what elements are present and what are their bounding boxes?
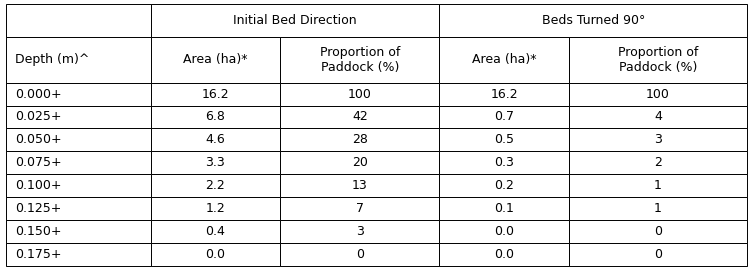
- Text: 0.025+: 0.025+: [15, 110, 62, 123]
- Bar: [6, 83, 151, 106]
- Bar: [151, 106, 280, 129]
- Text: 0: 0: [356, 248, 364, 261]
- Text: Proportion of
Paddock (%): Proportion of Paddock (%): [319, 46, 400, 74]
- Bar: [280, 174, 440, 197]
- Text: 0.125+: 0.125+: [15, 202, 62, 215]
- Bar: [280, 220, 440, 243]
- Text: Proportion of
Paddock (%): Proportion of Paddock (%): [618, 46, 698, 74]
- Bar: [440, 151, 569, 174]
- Text: 0.2: 0.2: [495, 179, 514, 192]
- Text: 16.2: 16.2: [490, 87, 518, 101]
- Bar: [6, 174, 151, 197]
- Bar: [280, 129, 440, 151]
- Bar: [151, 174, 280, 197]
- Bar: [440, 83, 569, 106]
- Bar: [6, 243, 151, 266]
- Bar: [569, 174, 747, 197]
- Text: 100: 100: [646, 87, 670, 101]
- Text: 0.0: 0.0: [494, 248, 514, 261]
- Bar: [569, 83, 747, 106]
- Text: 3.3: 3.3: [206, 156, 225, 169]
- Bar: [569, 106, 747, 129]
- Text: 16.2: 16.2: [202, 87, 229, 101]
- Bar: [440, 243, 569, 266]
- Text: 0.075+: 0.075+: [15, 156, 62, 169]
- Bar: [151, 243, 280, 266]
- Text: 1.2: 1.2: [206, 202, 225, 215]
- Text: 0.1: 0.1: [495, 202, 514, 215]
- Text: 0.5: 0.5: [494, 133, 514, 146]
- Bar: [440, 197, 569, 220]
- Bar: [280, 37, 440, 83]
- Text: 0.000+: 0.000+: [15, 87, 62, 101]
- Bar: [440, 106, 569, 129]
- Text: 2: 2: [654, 156, 662, 169]
- Text: 4.6: 4.6: [206, 133, 225, 146]
- Bar: [280, 197, 440, 220]
- Bar: [6, 106, 151, 129]
- Text: 0.0: 0.0: [494, 225, 514, 238]
- Text: Depth (m)^: Depth (m)^: [15, 53, 90, 66]
- Text: Initial Bed Direction: Initial Bed Direction: [233, 14, 357, 27]
- Text: 3: 3: [356, 225, 364, 238]
- Bar: [6, 197, 151, 220]
- Bar: [6, 220, 151, 243]
- Bar: [151, 4, 440, 37]
- Bar: [569, 37, 747, 83]
- Bar: [151, 37, 280, 83]
- Text: 7: 7: [356, 202, 364, 215]
- Text: 28: 28: [352, 133, 367, 146]
- Bar: [569, 220, 747, 243]
- Text: 20: 20: [352, 156, 367, 169]
- Text: 4: 4: [654, 110, 662, 123]
- Bar: [151, 220, 280, 243]
- Text: 0.7: 0.7: [494, 110, 514, 123]
- Text: 0.4: 0.4: [206, 225, 225, 238]
- Text: 2.2: 2.2: [206, 179, 225, 192]
- Bar: [6, 151, 151, 174]
- Bar: [569, 243, 747, 266]
- Bar: [440, 129, 569, 151]
- Bar: [569, 129, 747, 151]
- Text: Beds Turned 90°: Beds Turned 90°: [541, 14, 645, 27]
- Text: 6.8: 6.8: [206, 110, 225, 123]
- Bar: [440, 37, 569, 83]
- Bar: [569, 151, 747, 174]
- Bar: [151, 197, 280, 220]
- Bar: [6, 129, 151, 151]
- Bar: [151, 129, 280, 151]
- Text: 13: 13: [352, 179, 367, 192]
- Bar: [569, 197, 747, 220]
- Text: 0: 0: [654, 248, 662, 261]
- Text: 0.175+: 0.175+: [15, 248, 62, 261]
- Text: 42: 42: [352, 110, 367, 123]
- Bar: [151, 83, 280, 106]
- Text: 0.050+: 0.050+: [15, 133, 62, 146]
- Text: 3: 3: [654, 133, 662, 146]
- Text: 0.0: 0.0: [206, 248, 225, 261]
- Text: 100: 100: [348, 87, 372, 101]
- Bar: [280, 106, 440, 129]
- Text: 0.100+: 0.100+: [15, 179, 62, 192]
- Bar: [280, 83, 440, 106]
- Bar: [280, 243, 440, 266]
- Text: Area (ha)*: Area (ha)*: [183, 53, 248, 66]
- Text: 1: 1: [654, 202, 662, 215]
- Text: Area (ha)*: Area (ha)*: [472, 53, 537, 66]
- Text: 1: 1: [654, 179, 662, 192]
- Bar: [280, 151, 440, 174]
- Bar: [440, 220, 569, 243]
- Bar: [440, 174, 569, 197]
- Text: 0.150+: 0.150+: [15, 225, 62, 238]
- Text: 0.3: 0.3: [495, 156, 514, 169]
- Bar: [151, 151, 280, 174]
- Text: 0: 0: [654, 225, 662, 238]
- Bar: [6, 37, 151, 83]
- Bar: [6, 4, 151, 37]
- Bar: [440, 4, 747, 37]
